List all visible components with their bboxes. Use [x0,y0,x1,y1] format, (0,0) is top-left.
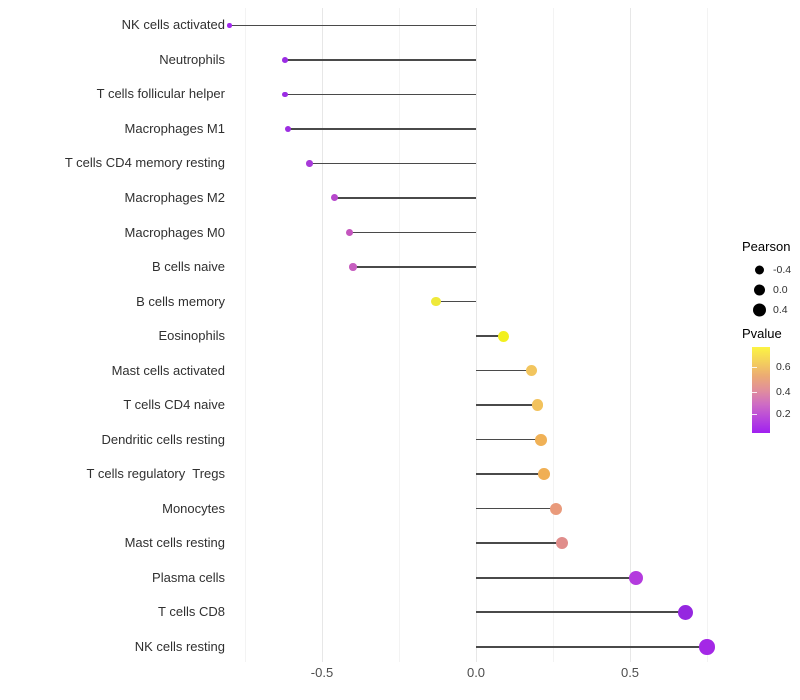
colorbar-tick-label: 0.6 [776,361,791,374]
lollipop-stick [349,231,476,234]
gridline-major [629,8,631,662]
legend-pearson-item: 0.4 [742,300,790,320]
legend-pvalue: Pvalue 0.6 0.4 0.2 [742,326,791,433]
x-axis-tick-label: -0.5 [310,665,334,680]
y-axis-label: Plasma cells [152,569,225,585]
lollipop-stick [352,266,476,268]
legend-size-dot [752,303,766,317]
y-axis-label: T cells CD8 [158,604,225,620]
lollipop-stick [435,300,476,303]
legend-pearson-items: -0.4 0.0 0.4 [742,260,792,320]
y-axis-label: Monocytes [162,500,225,516]
y-axis-label: Macrophages M2 [124,190,225,205]
lollipop-point [330,194,338,202]
lollipop-point [431,296,441,307]
colorbar-tickmark [752,367,757,369]
y-axis-label: T cells CD4 memory resting [64,155,225,171]
legend-size-label: 0.4 [773,304,788,316]
gridline-major [475,8,477,662]
lollipop-point [227,23,232,28]
lollipop-point [556,537,569,550]
gridline-minor [398,8,400,662]
legend-size-label: 0.0 [773,284,788,296]
lollipop-stick [288,128,476,130]
lollipop-stick [476,507,557,510]
y-axis-label: Macrophages M0 [124,224,225,240]
lollipop-point [699,638,715,655]
lollipop-point [534,433,547,446]
legend-pearson: Pearson -0.4 0.0 0.4 [742,239,792,320]
y-axis-label: T cells regulatory Tregs [86,466,225,482]
legend-pearson-item: 0.0 [742,280,790,300]
x-axis-tick-label: 0.5 [620,665,640,680]
y-axis-label: Macrophages M1 [124,120,225,136]
y-axis-label: Eosinophils [158,328,226,344]
lollipop-point [537,468,550,481]
legend-size-dot [754,265,764,275]
lollipop-point [531,399,544,411]
y-axis-label: Mast cells resting [124,535,225,551]
y-axis-label: Dendritic cells resting [101,431,225,447]
lollipop-point [306,160,313,167]
colorbar-tickmark [752,391,757,393]
lollipop-stick [476,576,637,579]
y-axis-label: B cells memory [136,293,225,309]
colorbar-tickmark [752,413,757,415]
lollipop-point [550,502,563,515]
lollipop-stick [476,335,504,337]
colorbar-tick-label: 0.4 [776,385,791,398]
lollipop-stick [476,473,544,475]
legend-pearson-item: -0.4 [742,260,792,280]
lollipop-point [629,570,644,585]
y-axis-label: Mast cells activated [111,362,225,378]
y-axis-label: T cells CD4 naive [123,397,225,413]
lollipop-point [285,125,292,132]
y-axis-label: Neutrophils [159,51,225,67]
lollipop-point [498,330,510,342]
legend-pvalue-title: Pvalue [742,326,782,341]
lollipop-point [525,364,538,377]
legend-size-label: -0.4 [773,264,792,276]
lollipop-stick [309,162,476,165]
lollipop-point [282,91,288,98]
gridline-minor [706,8,708,662]
lollipop-point [346,228,354,237]
lollipop-stick [476,645,707,648]
gridline-major [321,8,323,662]
x-axis-tick-label: 0.0 [466,665,486,680]
gridline-minor [244,8,246,662]
lollipop-stick [229,24,476,27]
lollipop-stick [334,197,476,199]
lollipop-stick [476,542,563,544]
lollipop-point [282,56,288,63]
lollipop-point [677,604,693,620]
y-axis-label: NK cells activated [121,17,225,33]
legend-pearson-title: Pearson [742,239,791,254]
y-axis-label: T cells follicular helper [96,86,225,102]
y-axis-label: B cells naive [152,259,225,275]
gridline-minor [552,8,554,662]
y-axis-label: NK cells resting [134,638,225,654]
lollipop-stick [285,93,476,96]
lollipop-stick [285,59,476,61]
lollipop-stick [476,404,538,406]
legend-size-dot [753,284,765,296]
pvalue-colorbar-gradient [752,347,770,433]
lollipop-stick [476,611,686,614]
lollipop-stick [476,369,532,372]
lollipop-stick [476,438,541,441]
lollipop-point [349,263,357,271]
colorbar-tick-label: 0.2 [776,407,791,420]
